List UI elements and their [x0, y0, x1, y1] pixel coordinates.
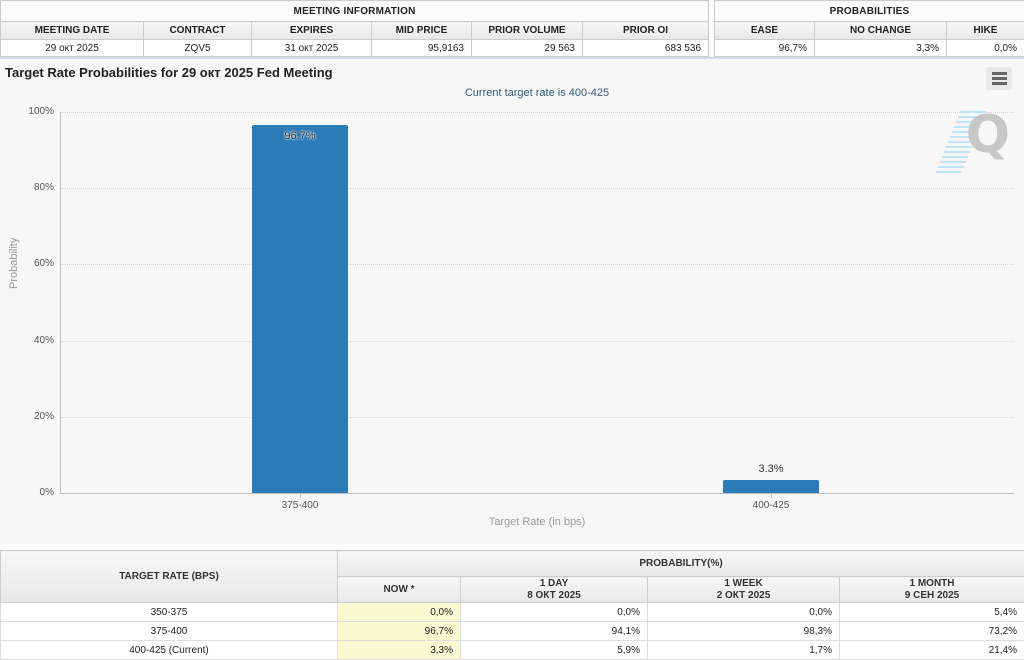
x-tick: [300, 493, 301, 498]
hike-header: HIKE: [947, 22, 1024, 40]
gridline: [60, 417, 1014, 418]
x-tick: [771, 493, 772, 498]
bar-label-375-400: 96.7%: [252, 130, 348, 142]
probabilities-title: PROBABILITIES: [715, 1, 1024, 22]
month-cell: 73,2%: [840, 622, 1024, 641]
week-cell: 0,0%: [648, 603, 840, 622]
one-month-date: 9 СЕН 2025: [905, 590, 959, 601]
bar-400-425[interactable]: [723, 480, 819, 493]
table-row: 350-375 0,0% 0,0% 0,0% 5,4%: [1, 603, 1024, 622]
one-day-label: 1 DAY: [540, 578, 569, 589]
gridline: [60, 112, 1014, 113]
probability-group-header: PROBABILITY(%): [338, 551, 1024, 577]
one-week-column-header: 1 WEEK 2 ОКТ 2025: [648, 577, 840, 603]
mid-price-value: 95,9163: [372, 40, 472, 57]
x-category-375-400: 375-400: [240, 500, 360, 511]
bar-375-400[interactable]: [252, 125, 348, 493]
hamburger-icon: [992, 72, 1007, 75]
y-tick-40: 40%: [0, 335, 54, 347]
rate-cell: 375-400: [1, 622, 338, 641]
prior-volume-value: 29 563: [472, 40, 583, 57]
one-day-column-header: 1 DAY 8 ОКТ 2025: [461, 577, 648, 603]
watermark-logo: Q: [946, 109, 1010, 175]
rate-cell: 350-375: [1, 603, 338, 622]
y-axis-line: [60, 112, 61, 493]
no-change-value: 3,3%: [815, 40, 947, 57]
y-tick-80: 80%: [0, 182, 54, 194]
meeting-information-title: MEETING INFORMATION: [1, 1, 709, 22]
probabilities-summary-table: PROBABILITIES EASE NO CHANGE HIKE 96,7% …: [714, 0, 1024, 57]
no-change-header: NO CHANGE: [815, 22, 947, 40]
x-axis-line: [60, 493, 1014, 494]
y-tick-100: 100%: [0, 106, 54, 118]
meeting-date-value: 29 окт 2025: [1, 40, 144, 57]
table-row: 375-400 96,7% 94,1% 98,3% 73,2%: [1, 622, 1024, 641]
meeting-information-table: MEETING INFORMATION MEETING DATE CONTRAC…: [0, 0, 709, 57]
day-cell: 94,1%: [461, 622, 648, 641]
expires-header: EXPIRES: [252, 22, 372, 40]
y-tick-20: 20%: [0, 411, 54, 423]
month-cell: 5,4%: [840, 603, 1024, 622]
day-cell: 0,0%: [461, 603, 648, 622]
now-column-header: NOW *: [338, 577, 461, 603]
one-day-date: 8 ОКТ 2025: [527, 590, 581, 601]
now-cell: 0,0%: [338, 603, 461, 622]
ease-header: EASE: [715, 22, 815, 40]
bar-label-400-425: 3.3%: [723, 463, 819, 475]
chart-subtitle: Current target rate is 400-425: [60, 87, 1014, 99]
contract-header: CONTRACT: [144, 22, 252, 40]
y-tick-60: 60%: [0, 258, 54, 270]
now-label: NOW *: [383, 584, 414, 595]
prior-oi-value: 683 536: [583, 40, 709, 57]
chart-title: Target Rate Probabilities for 29 окт 202…: [5, 65, 333, 80]
gridline: [60, 264, 1014, 265]
x-category-400-425: 400-425: [711, 500, 831, 511]
gridline: [60, 188, 1014, 189]
y-tick-0: 0%: [0, 487, 54, 499]
contract-value: ZQV5: [144, 40, 252, 57]
now-cell: 96,7%: [338, 622, 461, 641]
week-cell: 98,3%: [648, 622, 840, 641]
ease-value: 96,7%: [715, 40, 815, 57]
probability-history-table: TARGET RATE (BPS) PROBABILITY(%) NOW * 1…: [0, 550, 1024, 660]
prior-oi-header: PRIOR OI: [583, 22, 709, 40]
prior-volume-header: PRIOR VOLUME: [472, 22, 583, 40]
one-week-label: 1 WEEK: [724, 578, 762, 589]
gridline: [60, 341, 1014, 342]
x-axis-title: Target Rate (in bps): [60, 516, 1014, 528]
one-week-date: 2 ОКТ 2025: [717, 590, 771, 601]
watermark-q-letter: Q: [966, 105, 1010, 165]
one-month-label: 1 MONTH: [910, 578, 955, 589]
plot-area: 96.7% 3.3% 375-400 400-425: [60, 112, 1014, 493]
target-rate-bps-header: TARGET RATE (BPS): [1, 551, 338, 603]
mid-price-header: MID PRICE: [372, 22, 472, 40]
expires-value: 31 окт 2025: [252, 40, 372, 57]
hike-value: 0,0%: [947, 40, 1024, 57]
meeting-date-header: MEETING DATE: [1, 22, 144, 40]
probability-bar-chart: Target Rate Probabilities for 29 окт 202…: [0, 59, 1024, 544]
one-month-column-header: 1 MONTH 9 СЕН 2025: [840, 577, 1024, 603]
